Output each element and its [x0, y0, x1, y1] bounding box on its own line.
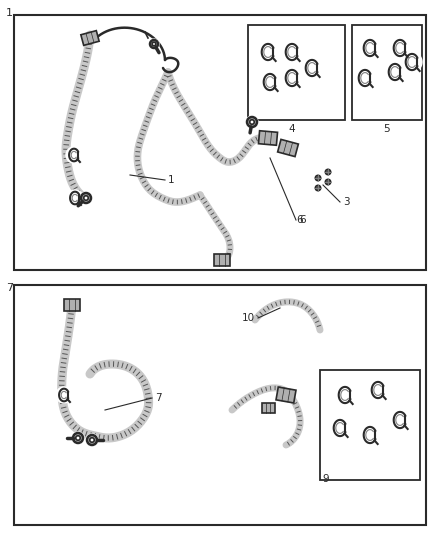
Text: 6: 6 — [299, 215, 306, 225]
Circle shape — [355, 68, 375, 88]
Circle shape — [150, 40, 158, 48]
Text: 3: 3 — [343, 197, 350, 207]
Circle shape — [80, 192, 92, 204]
Circle shape — [72, 432, 84, 444]
Bar — [14, 285, 426, 525]
Circle shape — [250, 120, 254, 124]
Circle shape — [258, 42, 278, 62]
Text: 4: 4 — [289, 124, 295, 134]
Text: 7: 7 — [6, 283, 13, 293]
Bar — [14, 15, 426, 270]
Bar — [64, 299, 80, 311]
Circle shape — [335, 385, 355, 405]
Text: 7: 7 — [155, 393, 162, 403]
Bar — [214, 254, 230, 266]
Text: 6: 6 — [296, 215, 303, 225]
Circle shape — [315, 185, 321, 191]
Circle shape — [152, 42, 156, 46]
Circle shape — [325, 169, 331, 175]
Text: 10: 10 — [242, 313, 255, 323]
Circle shape — [149, 39, 159, 49]
Circle shape — [73, 433, 83, 443]
Circle shape — [390, 410, 410, 430]
Circle shape — [302, 58, 322, 78]
Circle shape — [330, 418, 350, 438]
Bar — [81, 30, 99, 45]
Text: 9: 9 — [322, 474, 328, 484]
Circle shape — [84, 196, 88, 200]
Circle shape — [360, 425, 380, 445]
Circle shape — [368, 380, 388, 400]
Text: 1: 1 — [168, 175, 175, 185]
Circle shape — [246, 116, 258, 128]
Circle shape — [81, 193, 91, 203]
Text: 1: 1 — [6, 8, 13, 18]
Bar — [352, 25, 422, 120]
Bar — [261, 403, 275, 413]
Circle shape — [260, 72, 280, 92]
Circle shape — [76, 436, 80, 440]
Circle shape — [90, 438, 94, 442]
Bar — [278, 140, 298, 157]
Circle shape — [390, 38, 410, 58]
Circle shape — [360, 38, 380, 58]
Text: 5: 5 — [383, 124, 389, 134]
Circle shape — [66, 147, 82, 163]
Circle shape — [282, 42, 302, 62]
Circle shape — [402, 52, 422, 72]
Bar — [276, 387, 296, 403]
Circle shape — [247, 117, 257, 127]
Circle shape — [315, 175, 321, 181]
Circle shape — [325, 179, 331, 185]
Circle shape — [56, 387, 72, 403]
Bar — [320, 370, 420, 480]
Circle shape — [282, 68, 302, 88]
Circle shape — [87, 435, 97, 445]
Bar — [258, 131, 278, 146]
Bar — [248, 25, 345, 120]
Circle shape — [86, 434, 98, 446]
Circle shape — [385, 62, 405, 82]
Circle shape — [67, 190, 83, 206]
